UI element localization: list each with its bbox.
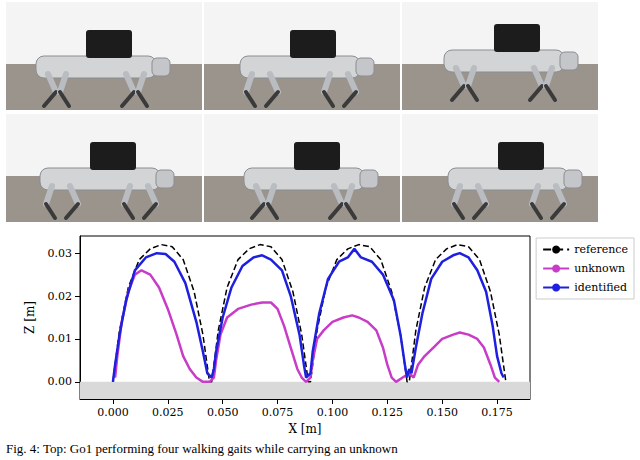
svg-text:0.00: 0.00 [48, 375, 73, 388]
svg-text:0.02: 0.02 [48, 290, 73, 303]
svg-text:0.03: 0.03 [48, 247, 73, 260]
svg-text:0.100: 0.100 [317, 406, 349, 419]
svg-text:0.050: 0.050 [207, 406, 239, 419]
svg-text:0.150: 0.150 [426, 406, 458, 419]
svg-text:0.075: 0.075 [262, 406, 294, 419]
svg-text:0.125: 0.125 [372, 406, 404, 419]
svg-text:Z [m]: Z [m] [23, 301, 37, 334]
svg-text:0.025: 0.025 [152, 406, 184, 419]
svg-text:reference: reference [574, 243, 628, 256]
svg-text:identified: identified [574, 281, 627, 294]
html-text:Fig. 4: Top: Go1 performing fo: Fig. 4: Top: Go1 performing four walking… [6, 441, 398, 456]
svg-text:unknown: unknown [574, 262, 625, 275]
svg-text:X [m]: X [m] [288, 422, 321, 436]
svg-text:0.01: 0.01 [48, 332, 73, 345]
svg-text:0.000: 0.000 [97, 406, 129, 419]
svg-text:0.175: 0.175 [481, 406, 513, 419]
